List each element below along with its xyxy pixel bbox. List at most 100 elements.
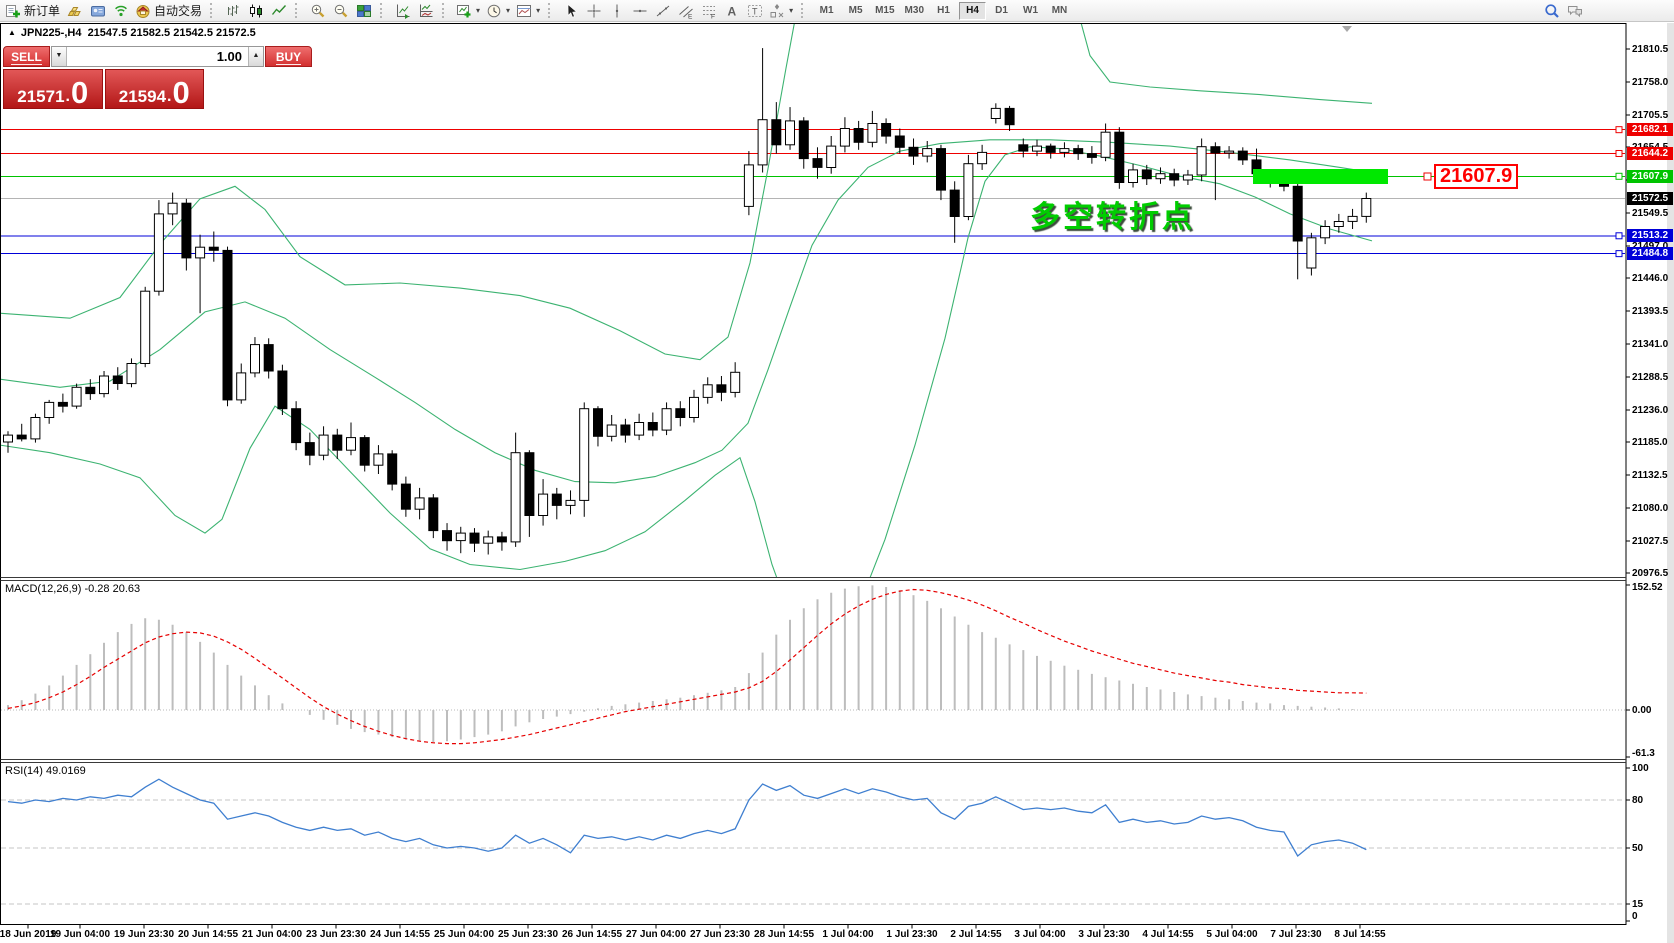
timeframe-d1-button[interactable]: D1 bbox=[995, 4, 1008, 16]
chat-icon bbox=[1567, 3, 1583, 19]
profile-button[interactable] bbox=[86, 1, 109, 21]
volume-increase-button[interactable]: ▲ bbox=[248, 47, 263, 66]
new-indicator-button[interactable] bbox=[391, 1, 414, 21]
candle-chart-button[interactable] bbox=[244, 1, 267, 21]
main-chart-pane bbox=[1, 24, 1625, 577]
candle bbox=[867, 123, 878, 143]
time-axis-label: 24 Jun 14:55 bbox=[369, 929, 431, 940]
sell-button[interactable]: SELL bbox=[3, 46, 50, 67]
time-axis-label: 18 Jun 2019 bbox=[0, 929, 57, 940]
cursor-button[interactable] bbox=[559, 1, 582, 21]
chart-frame bbox=[0, 23, 1630, 929]
textA-icon: A bbox=[724, 3, 740, 19]
highlight-rectangle[interactable] bbox=[1253, 169, 1388, 184]
candle bbox=[1182, 174, 1193, 181]
fibonacci-button[interactable]: F bbox=[697, 1, 720, 21]
candle bbox=[620, 424, 631, 436]
trendline-button[interactable] bbox=[651, 1, 674, 21]
zoom-out-button[interactable] bbox=[329, 1, 352, 21]
macd-axis-label: 152.52 bbox=[1632, 582, 1663, 593]
rsi-axis-label: 0 bbox=[1632, 911, 1638, 922]
horizontal-line-button[interactable] bbox=[628, 1, 651, 21]
deposit-funds-button[interactable] bbox=[63, 1, 86, 21]
svg-text:T: T bbox=[752, 6, 758, 16]
volume-input[interactable] bbox=[67, 47, 248, 66]
candle bbox=[538, 493, 549, 517]
candle bbox=[922, 148, 933, 157]
search-button[interactable] bbox=[1540, 1, 1563, 21]
price-axis-label: 20976.5 bbox=[1632, 568, 1669, 579]
time-axis-label: 7 Jul 23:30 bbox=[1270, 929, 1322, 940]
price-text-label[interactable]: 21607.9 bbox=[1434, 164, 1519, 189]
line-chart-button[interactable] bbox=[267, 1, 290, 21]
chat-button[interactable] bbox=[1563, 1, 1586, 21]
tile-windows-button[interactable] bbox=[352, 1, 375, 21]
ind-new-icon bbox=[395, 3, 411, 19]
candle bbox=[455, 532, 466, 542]
sell-price-button[interactable]: 21571. 0 bbox=[3, 69, 103, 109]
time-axis-label: 5 Jul 04:00 bbox=[1206, 929, 1258, 940]
zoom-out-icon bbox=[333, 3, 349, 19]
autotrade-icon bbox=[135, 3, 151, 19]
buy-price-button[interactable]: 21594. 0 bbox=[104, 69, 204, 109]
new-order-button[interactable]: 新订单 bbox=[2, 1, 63, 21]
bollinger-band-middle bbox=[1, 139, 1373, 484]
candle bbox=[1320, 226, 1331, 239]
candle bbox=[812, 158, 823, 168]
price-axis-label: 21341.0 bbox=[1632, 339, 1669, 350]
text-button[interactable]: A bbox=[720, 1, 743, 21]
time-axis-label: 25 Jun 23:30 bbox=[497, 929, 559, 940]
one-click-trading-panel: SELL ▼ ▲ BUY 21571.0 21594.0 bbox=[3, 46, 312, 109]
chart-shift-marker-icon[interactable] bbox=[1342, 26, 1352, 32]
zoom-in-button[interactable] bbox=[306, 1, 329, 21]
bar-chart-button[interactable] bbox=[221, 1, 244, 21]
channel-button[interactable]: E bbox=[674, 1, 697, 21]
vertical-line-button[interactable] bbox=[605, 1, 628, 21]
candle bbox=[1361, 198, 1372, 217]
timeframe-h1-button[interactable]: H1 bbox=[937, 4, 950, 16]
shapes-icon bbox=[769, 3, 785, 19]
timeframe-m15-button[interactable]: M15 bbox=[875, 4, 895, 16]
buy-button[interactable]: BUY bbox=[265, 46, 312, 67]
candle bbox=[1141, 169, 1152, 180]
level-anchor-marker bbox=[1615, 149, 1623, 157]
clock-icon bbox=[486, 3, 502, 19]
autotrading-button[interactable]: 自动交易 bbox=[132, 1, 205, 21]
timeframe-m1-button[interactable]: M1 bbox=[819, 4, 834, 16]
period-button[interactable]: ▾ bbox=[483, 1, 513, 21]
timeframe-w1-button[interactable]: W1 bbox=[1023, 4, 1038, 16]
candle bbox=[1237, 150, 1248, 161]
text-label-button[interactable]: T bbox=[743, 1, 766, 21]
timeframe-m5-button[interactable]: M5 bbox=[848, 4, 863, 16]
search-icon bbox=[1544, 3, 1560, 19]
chart-annotation-text[interactable]: 多空转折点 bbox=[1030, 201, 1195, 234]
crosshair-button[interactable] bbox=[582, 1, 605, 21]
new-chart-button[interactable]: ▾ bbox=[453, 1, 483, 21]
candle bbox=[757, 119, 768, 166]
shapes-button[interactable]: ▾ bbox=[766, 1, 796, 21]
candle bbox=[332, 434, 343, 451]
timeframe-m30-button[interactable]: M30 bbox=[904, 4, 924, 16]
timeframe-mn-button[interactable]: MN bbox=[1051, 4, 1068, 16]
candle bbox=[785, 120, 795, 146]
timeframe-h4-button[interactable]: H4 bbox=[959, 1, 986, 20]
candle bbox=[730, 371, 741, 393]
template-icon bbox=[516, 3, 532, 19]
volume-decrease-button[interactable]: ▼ bbox=[52, 47, 67, 66]
candle bbox=[442, 530, 452, 542]
candle bbox=[1128, 169, 1138, 183]
svg-text:A: A bbox=[727, 4, 736, 18]
collapse-icon[interactable]: ▲ bbox=[8, 28, 16, 37]
price-axis-label: 21705.5 bbox=[1632, 110, 1669, 121]
candle bbox=[661, 408, 672, 431]
candle bbox=[153, 213, 164, 292]
indicator-window-button[interactable] bbox=[414, 1, 437, 21]
price-axis-label: 21185.0 bbox=[1632, 437, 1668, 448]
time-axis-label: 28 Jun 14:55 bbox=[753, 929, 815, 940]
candle bbox=[716, 384, 727, 393]
signals-button[interactable] bbox=[109, 1, 132, 21]
candle bbox=[1347, 215, 1358, 222]
candle bbox=[771, 119, 782, 146]
template-button[interactable]: ▾ bbox=[513, 1, 543, 21]
